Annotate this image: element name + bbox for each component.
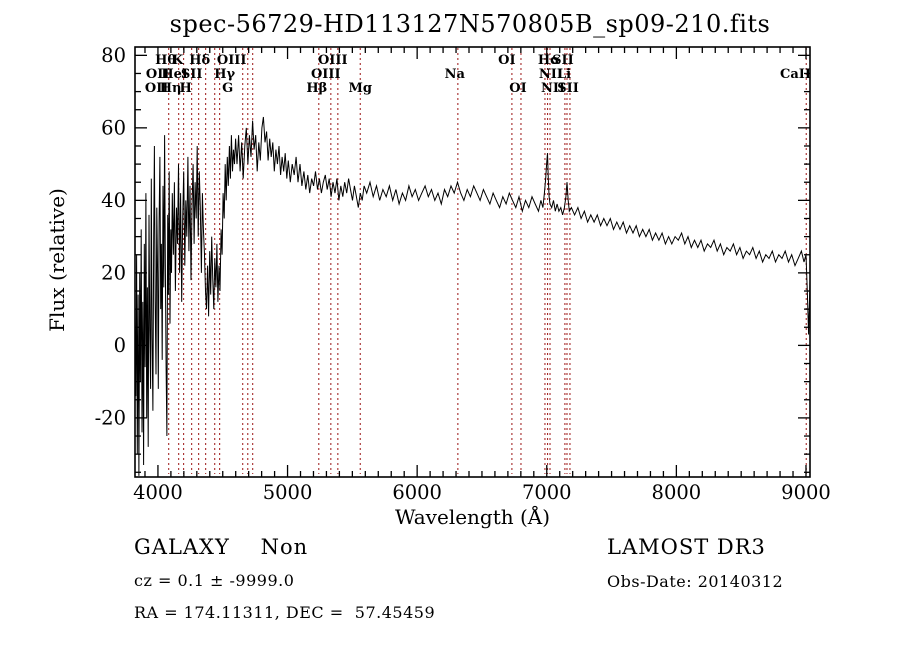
- spectral-line-label: Hγ: [214, 67, 235, 82]
- spectral-line-label: Na: [445, 67, 466, 82]
- x-axis-tick-label: 8000: [652, 481, 702, 504]
- y-axis-tick-label: 20: [101, 261, 126, 284]
- spectrum-line: [134, 116, 811, 476]
- x-axis-tick-label: 4000: [133, 481, 183, 504]
- spectral-line-label: Hθ: [155, 53, 176, 68]
- plot-title: spec-56729-HD113127N570805B_sp09-210.fit…: [169, 10, 771, 38]
- spectral-line-label: Mg: [349, 81, 372, 96]
- y-axis-tick-label: 40: [101, 189, 126, 212]
- x-axis-tick-label: 5000: [263, 481, 313, 504]
- x-axis-tick-label: 7000: [522, 481, 572, 504]
- y-axis-tick-label: 80: [101, 44, 126, 67]
- spectral-line-label: SII: [552, 53, 574, 68]
- ra-dec-text: RA = 174.11311, DEC = 57.45459: [134, 603, 436, 622]
- y-axis-tick-label: 60: [101, 116, 126, 139]
- obs-date-text: Obs-Date: 20140312: [607, 572, 784, 591]
- spectral-line-label: G: [222, 81, 233, 96]
- spectral-line-label: SII: [557, 81, 579, 96]
- spectral-line-label: CaII: [780, 67, 811, 82]
- spectral-line-label: HeI: [161, 67, 188, 82]
- classification-text: GALAXY Non: [134, 535, 309, 559]
- spectral-line-label: SII: [181, 67, 203, 82]
- spectral-line-label: Hδ: [189, 53, 210, 68]
- spectral-line-label: OIII: [217, 53, 247, 68]
- spectral-line-label: OII: [146, 67, 170, 82]
- spectral-line-label: OI: [509, 81, 526, 96]
- x-axis-tick-label: 6000: [392, 481, 442, 504]
- spectral-line-label: OII: [145, 81, 169, 96]
- spectral-line-label: OIII: [318, 53, 348, 68]
- y-axis-tick-label: -20: [95, 406, 126, 429]
- spectral-line-label: Li: [557, 67, 571, 82]
- spectral-line-label: OIII: [311, 67, 341, 82]
- spectral-line-label: Hη: [160, 81, 182, 96]
- survey-text: LAMOST DR3: [607, 535, 766, 559]
- cz-text: cz = 0.1 ± -9999.0: [134, 571, 295, 590]
- spectral-line-label: H: [180, 81, 192, 96]
- spectral-line-label: OI: [498, 53, 515, 68]
- spectral-line-label: NII: [541, 81, 565, 96]
- y-axis-label: Flux (relative): [45, 188, 69, 332]
- y-axis-tick-label: 0: [114, 334, 126, 357]
- plot-frame: [134, 46, 811, 478]
- spectral-line-label: NII: [539, 67, 563, 82]
- spectral-line-label: Hβ: [306, 81, 327, 96]
- x-axis-tick-label: 9000: [781, 481, 831, 504]
- x-axis-label: Wavelength (Å): [394, 505, 551, 529]
- spectral-line-label: K: [172, 53, 184, 68]
- spectral-line-label: Hα: [538, 53, 560, 68]
